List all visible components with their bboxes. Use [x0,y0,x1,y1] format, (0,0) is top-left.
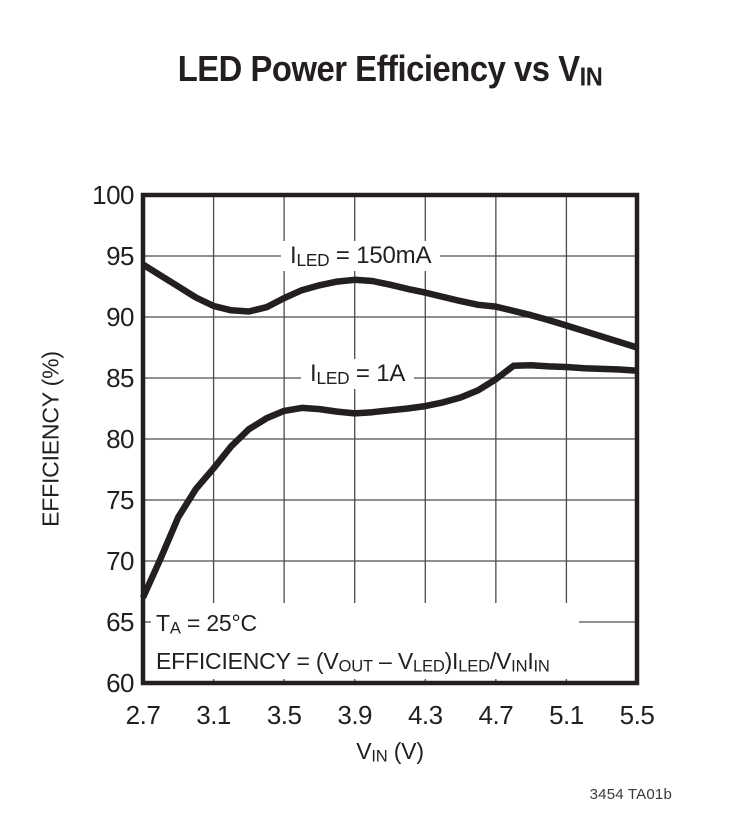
efficiency-formula: EFFICIENCY = (VOUT – VLED)ILED/VINIIN [151,645,579,683]
y-tick-label: 90 [106,302,134,332]
text-segment: (V) [387,738,424,764]
series-label-150ma: ILED = 150mA [281,241,441,271]
text-segment: = 1A [349,360,406,387]
y-tick-label: 80 [106,424,134,454]
x-tick-label: 2.7 [125,700,161,730]
y-tick-label: 85 [106,363,134,393]
temperature-note: TA = 25°C [151,607,579,645]
text-segment: = 25°C [180,610,257,636]
chart-title-subscript: IN [579,63,603,92]
text-segment: T [156,610,170,636]
subscript: A [169,618,181,638]
x-tick-label: 5.5 [619,700,655,730]
text-segment: – V [372,647,413,674]
subscript: IN [533,656,550,676]
subscript: LED [296,249,330,270]
x-tick-label: 3.1 [196,700,231,730]
y-tick-label: 100 [92,180,134,210]
subscript: LED [458,656,490,676]
y-tick-label: 70 [106,546,134,576]
x-tick-label: 3.5 [266,700,302,730]
y-tick-label: 75 [106,485,134,515]
text-segment: I [290,242,297,269]
x-tick-label: 4.7 [478,700,514,730]
subscript: LED [412,656,445,676]
text-segment: V [356,738,372,764]
text-segment: EFFICIENCY = (V [156,647,339,674]
efficiency-curve-150ma [141,261,638,351]
subscript: OUT [338,656,374,676]
efficiency-curve-1a [140,361,638,599]
text-segment: = 150mA [329,242,432,269]
y-tick-label: 65 [106,607,134,637]
subscript: IN [371,746,388,766]
subscript: LED [316,367,350,388]
text-segment: I [527,647,534,674]
y-tick-label: 95 [106,241,134,271]
y-tick-label: 60 [106,668,134,698]
text-segment: /V [489,647,512,674]
x-tick-label: 5.1 [549,700,584,730]
conditions-note: TA = 25°C EFFICIENCY = (VOUT – VLED)ILED… [151,603,579,679]
x-tick-label: 4.3 [407,700,443,730]
subscript: IN [511,656,528,676]
series-label-1a: ILED = 1A [301,359,415,389]
chart-title-text: LED Power Efficiency vs V [177,48,580,89]
x-axis-title: VIN (V) [143,738,637,767]
figure-code: 3454 TA01b [589,786,672,803]
x-tick-label: 3.9 [337,700,373,730]
chart-title: LED Power Efficiency vs VIN [165,48,615,93]
text-segment: I [310,360,317,387]
text-segment: )I [444,647,459,674]
plot-frame [140,192,640,686]
